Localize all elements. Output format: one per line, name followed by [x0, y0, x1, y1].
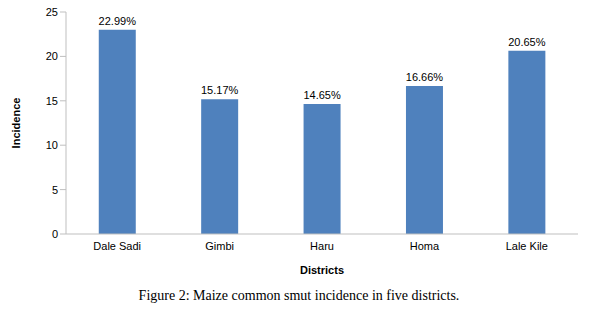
- svg-text:Lale Kile: Lale Kile: [506, 240, 548, 252]
- svg-text:20: 20: [46, 50, 58, 62]
- svg-text:Homa: Homa: [410, 240, 440, 252]
- svg-text:Haru: Haru: [310, 240, 334, 252]
- svg-text:20.65%: 20.65%: [508, 36, 546, 48]
- svg-text:5: 5: [52, 184, 58, 196]
- svg-text:15.17%: 15.17%: [201, 84, 239, 96]
- svg-text:Gimbi: Gimbi: [205, 240, 234, 252]
- svg-text:Incidence: Incidence: [10, 98, 22, 149]
- svg-text:22.99%: 22.99%: [99, 15, 137, 27]
- svg-text:Districts: Districts: [300, 264, 344, 276]
- svg-text:10: 10: [46, 139, 58, 151]
- svg-text:15: 15: [46, 95, 58, 107]
- svg-text:Dale Sadi: Dale Sadi: [93, 240, 141, 252]
- html-text:Figure 2: Maize common smut in: Figure 2: Maize common smut incidence in…: [138, 288, 460, 303]
- svg-text:16.66%: 16.66%: [406, 71, 444, 83]
- svg-text:0: 0: [52, 228, 58, 240]
- svg-text:25: 25: [46, 6, 58, 18]
- svg-text:14.65%: 14.65%: [303, 89, 341, 101]
